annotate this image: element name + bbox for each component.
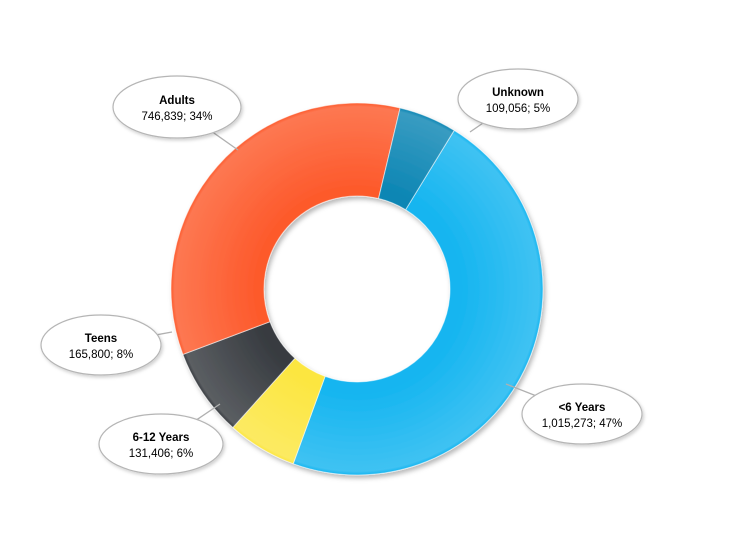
slice-value-label: 1,015,273; 47%: [542, 418, 623, 430]
slice-label: Teens: [85, 333, 117, 345]
leader-line-6-12-years: [196, 403, 221, 421]
slice-value-label: 746,839; 34%: [142, 111, 213, 123]
leader-line-unknown: [469, 122, 484, 133]
leader-line-6-years: [505, 383, 536, 397]
callout-6-years: <6 Years 1,015,273; 47%: [521, 383, 643, 445]
slice-label: <6 Years: [559, 402, 606, 414]
callouts: <6 Years 1,015,273; 47% 6-12 Years 131,406;…: [40, 68, 643, 475]
leader-lines: [157, 122, 536, 421]
slice-value-label: 109,056; 5%: [486, 103, 551, 115]
callout-bubble: [457, 68, 579, 130]
leader-line-teens: [157, 331, 173, 336]
callout-adults: Adults 746,839; 34%: [112, 75, 242, 139]
leader-line-adults: [212, 132, 239, 151]
slice-label: Unknown: [492, 87, 544, 99]
callout-bubble: [98, 413, 224, 475]
callout-bubble: [40, 314, 162, 376]
slice-label: Adults: [159, 95, 195, 107]
slice-label: 6-12 Years: [133, 432, 190, 444]
callout-teens: Teens 165,800; 8%: [40, 314, 162, 376]
slice-value-label: 165,800; 8%: [69, 349, 134, 361]
callout-bubble: [112, 75, 242, 139]
callout-bubble: [521, 383, 643, 445]
callout-6-12-years: 6-12 Years 131,406; 6%: [98, 413, 224, 475]
donut-slices: [170, 102, 544, 476]
slice-value-label: 131,406; 6%: [129, 448, 194, 460]
callout-unknown: Unknown 109,056; 5%: [457, 68, 579, 130]
ring-highlight: [171, 103, 543, 475]
